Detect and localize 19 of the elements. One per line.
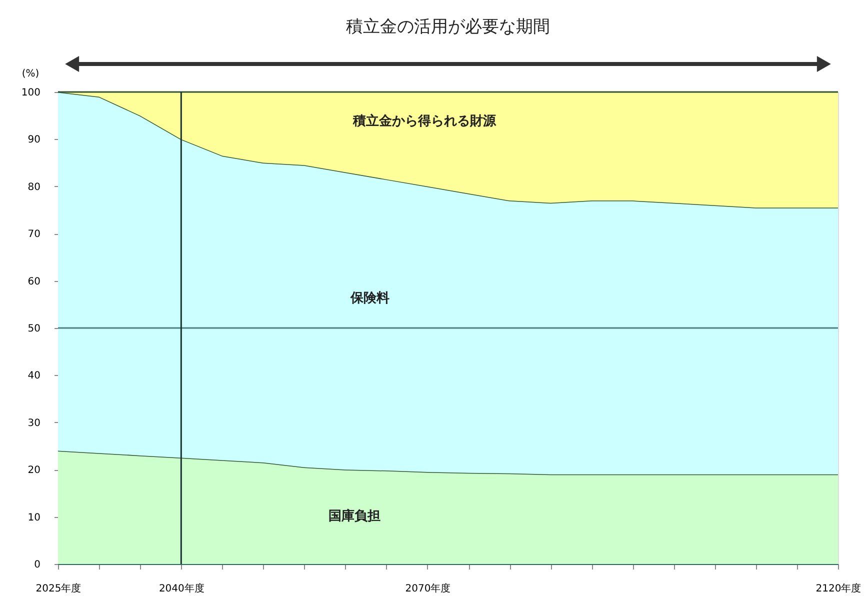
y-axis-title: (%) xyxy=(22,68,40,80)
series-label: 積立金から得られる財源 xyxy=(352,112,498,129)
chart-title: 積立金の活用が必要な期間 xyxy=(346,17,550,37)
y-tick-label: 40 xyxy=(28,370,40,382)
y-tick-label: 70 xyxy=(28,229,40,240)
y-tick-label: 90 xyxy=(28,134,40,146)
y-tick-label: 20 xyxy=(28,465,40,476)
series-label: 保険料 xyxy=(350,290,390,306)
x-tick-label: 2070年度 xyxy=(405,582,451,594)
y-tick-label: 100 xyxy=(21,88,40,98)
x-tick-label: 2040年度 xyxy=(158,582,204,594)
y-tick-label: 10 xyxy=(28,512,40,524)
y-tick-label: 60 xyxy=(28,276,40,288)
y-tick-label: 0 xyxy=(34,560,40,570)
x-tick-label: 2120年度 xyxy=(816,582,862,594)
x-tick-label: 2025年度 xyxy=(36,582,82,594)
y-tick-label: 80 xyxy=(28,182,40,193)
y-tick-label: 50 xyxy=(28,324,40,334)
y-tick-label: 30 xyxy=(28,418,40,429)
